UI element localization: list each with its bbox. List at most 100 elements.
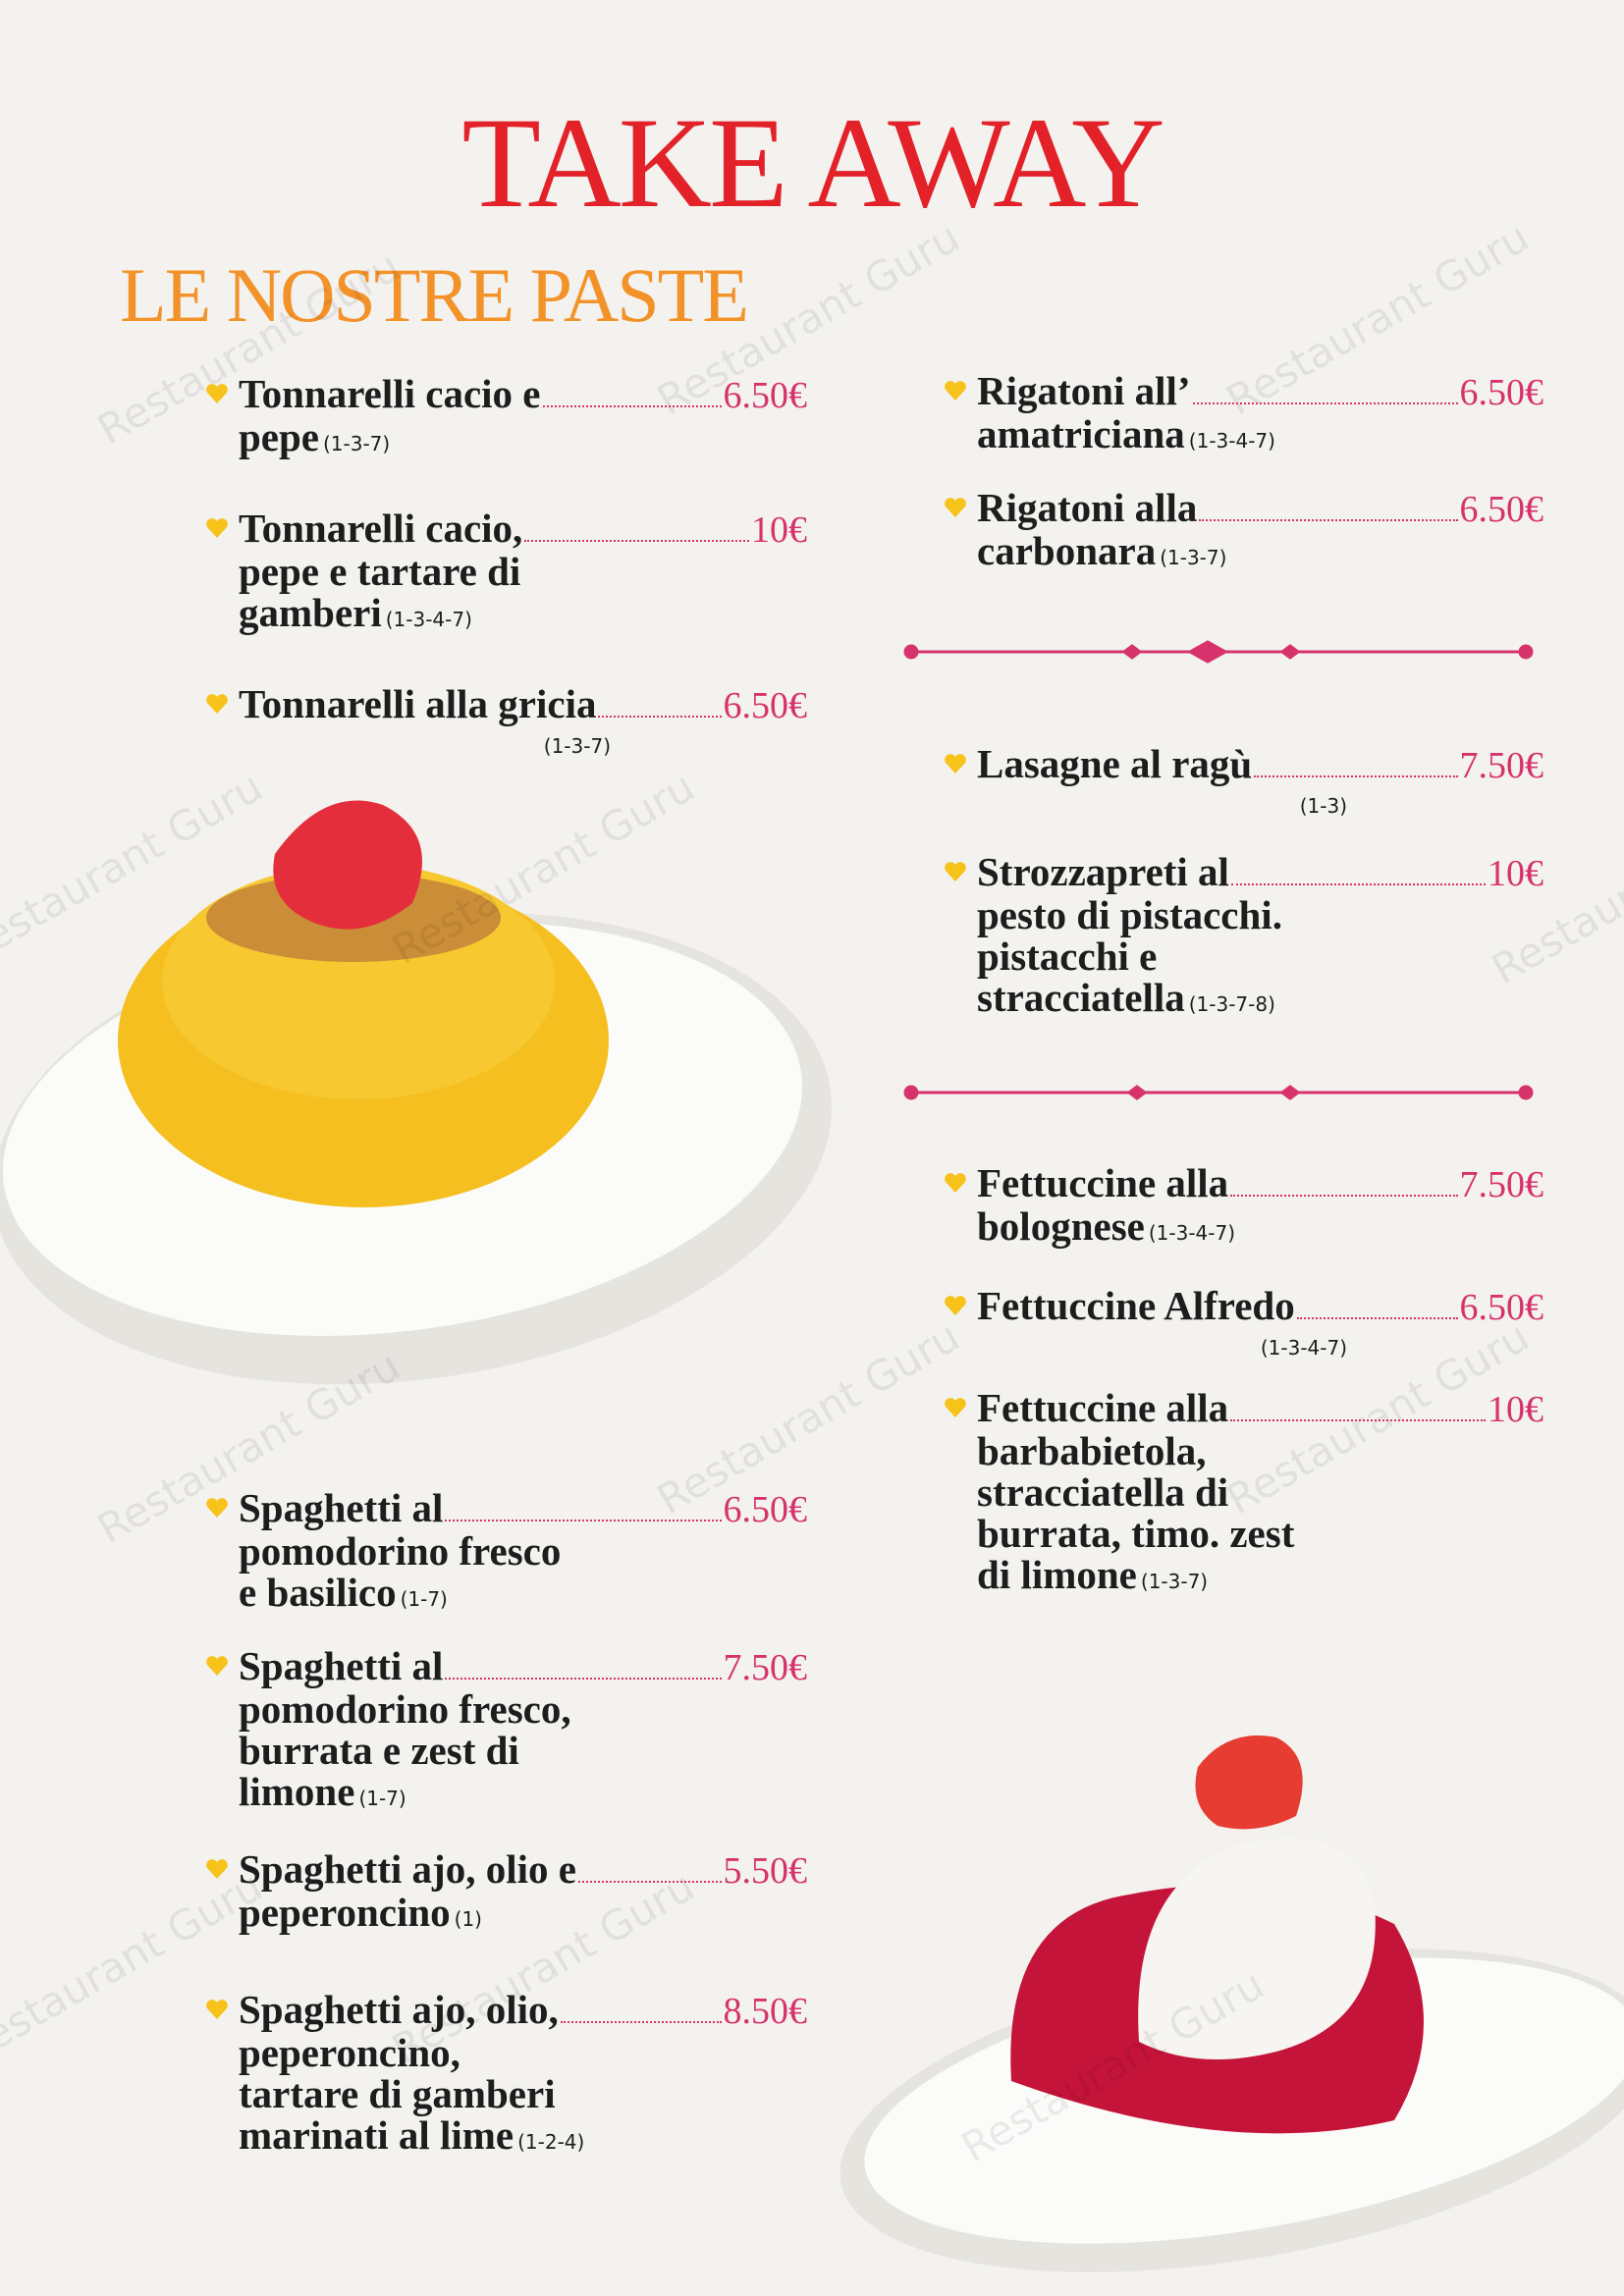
item-name: burrata, timo. zest [977,1511,1295,1556]
allergens: (1-3-4-7) [1188,429,1275,453]
allergens: (1-3-7) [1160,546,1227,569]
item-name: e basilico [239,1570,397,1615]
allergens: (1-7) [358,1787,406,1810]
leader [1230,1419,1486,1421]
leader [1192,402,1458,404]
menu-item: Spaghetti ajo, olio, 8.50€ peperoncino, tar… [239,1989,807,2163]
item-row: Tonnarelli cacio e 6.50€ [239,373,807,416]
item-row: Spaghetti ajo, olio e 5.50€ [239,1848,807,1892]
item-name: stracciatella di [977,1469,1229,1515]
item-name: pepe e tartare di [239,549,521,594]
price: 6.50€ [1459,489,1544,530]
bullet [945,1173,966,1193]
allergens: (1-2-4) [517,2130,585,2154]
item-name: limone [239,1769,355,1814]
item-name-line: carbonara (1-3-7) [977,530,1543,578]
price: 6.50€ [723,685,808,726]
allergens: (1-3-4-7) [1260,1336,1347,1360]
price: 6.50€ [723,1489,808,1530]
item-name-line: limone (1-7) [239,1771,807,1819]
item-name: peperoncino, [239,2030,460,2075]
allergens-line: (1-3) [977,786,1543,819]
item-name: gamberi [239,590,382,635]
divider [903,1085,1534,1100]
bullet [206,1498,228,1518]
item-row: Fettuccine Alfredo 6.50€ [977,1285,1543,1328]
item-name: Fettuccine alla [977,1160,1229,1205]
allergens: (1-3-4-7) [385,608,472,631]
bullet [206,518,228,538]
leader [1230,883,1486,885]
menu-item: Tonnarelli alla gricia 6.50€ (1-3-7) [239,683,807,759]
item-name: Lasagne al ragù [977,741,1253,786]
allergens: (1-3-7) [543,734,611,758]
title: TAKE AWAY [461,90,1164,235]
item-name: pistacchi e [977,934,1158,979]
price: 10€ [751,509,807,551]
item-name-line: stracciatella di [977,1471,1543,1513]
item-name-line: peperoncino (1) [239,1892,807,1940]
price: 6.50€ [723,375,808,416]
item-name-line: marinati al lime (1-2-4) [239,2114,807,2163]
item-name-line: burrata, timo. zest [977,1513,1543,1554]
item-name: Spaghetti ajo, olio, [239,1987,559,2032]
price: 7.50€ [723,1647,808,1688]
right-plate [839,1735,1624,2272]
allergens: (1-3-7) [1140,1570,1209,1593]
item-name-line: e basilico (1-7) [239,1572,807,1620]
price: 10€ [1488,853,1543,894]
item-name: tartare di gamberi [239,2071,556,2116]
item-row: Spaghetti al 6.50€ [239,1487,807,1530]
item-name-line: pesto di pistacchi. [977,894,1543,935]
allergens: (1-7) [400,1587,448,1611]
item-name: pepe [239,414,319,459]
bullet [206,2000,228,2019]
bullet [206,694,228,714]
item-name: pomodorino fresco [239,1528,562,1574]
item-name-line: gamberi (1-3-4-7) [239,592,807,640]
item-name-line: barbabietola, [977,1430,1543,1471]
item-name-line: amatriciana (1-3-4-7) [977,413,1543,461]
allergens: (1-3-4-7) [1148,1221,1236,1245]
bullet [945,498,966,517]
item-row: Rigatoni all’ 6.50€ [977,370,1543,413]
price: 10€ [1488,1389,1543,1430]
item-name: bolognese [977,1203,1145,1249]
menu-item: Spaghetti al 7.50€ pomodorino fresco, burra… [239,1645,807,1819]
price: 7.50€ [1459,1164,1544,1205]
item-name: amatriciana [977,411,1185,456]
leader [445,1678,722,1680]
menu-item: Fettuccine alla 7.50€ bolognese (1-3-4-7) [977,1162,1543,1254]
menu-item: Strozzapreti al 10€ pesto di pistacchi. pis… [977,851,1543,1025]
bullet [945,754,966,774]
item-name: barbabietola, [977,1428,1207,1473]
menu-item: Fettuccine Alfredo 6.50€ (1-3-4-7) [977,1285,1543,1361]
item-name-line: tartare di gamberi [239,2073,807,2114]
price: 7.50€ [1459,745,1544,786]
item-row: Tonnarelli cacio, 10€ [239,507,807,551]
item-name-line: di limone (1-3-7) [977,1554,1543,1602]
menu-item: Tonnarelli cacio, 10€ pepe e tartare di gam… [239,507,807,640]
item-name: di limone [977,1552,1137,1597]
item-name-line: pepe (1-3-7) [239,416,807,464]
item-name: Spaghetti al [239,1485,444,1530]
bullet [945,381,966,400]
item-row: Strozzapreti al 10€ [977,851,1543,894]
allergens: (1-3-7) [323,432,391,455]
allergens: (1-3-7-8) [1188,992,1275,1016]
leader [560,2021,722,2023]
leader [598,716,722,718]
leader [524,540,749,542]
leader [1296,1317,1458,1319]
price: 5.50€ [723,1850,808,1892]
item-name: Fettuccine Alfredo [977,1283,1295,1328]
item-name: carbonara [977,528,1157,573]
leader [542,405,722,407]
bullet [945,1296,966,1315]
allergens: (1-3) [1299,794,1347,818]
item-row: Spaghetti ajo, olio, 8.50€ [239,1989,807,2032]
bullet [206,1656,228,1676]
menu-item: Fettuccine alla 10€ barbabietola, stracciat… [977,1387,1543,1602]
menu-item: Rigatoni all’ 6.50€ amatriciana (1-3-4-7) [977,370,1543,461]
bullet [206,384,228,403]
